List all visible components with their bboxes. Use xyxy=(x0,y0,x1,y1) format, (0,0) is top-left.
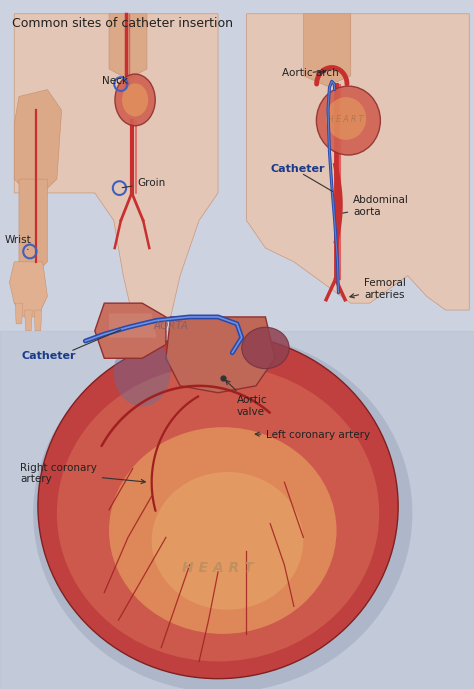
Ellipse shape xyxy=(114,338,171,407)
Ellipse shape xyxy=(38,334,398,679)
Text: Abdominal
aorta: Abdominal aorta xyxy=(343,196,409,217)
Text: Femoral
arteries: Femoral arteries xyxy=(350,278,406,300)
Polygon shape xyxy=(25,310,32,331)
Ellipse shape xyxy=(57,365,379,661)
Text: Left coronary artery: Left coronary artery xyxy=(255,429,371,440)
Polygon shape xyxy=(246,14,469,310)
Text: Common sites of catheter insertion: Common sites of catheter insertion xyxy=(12,17,233,30)
Polygon shape xyxy=(95,303,166,358)
Polygon shape xyxy=(15,303,23,324)
Text: Wrist: Wrist xyxy=(5,234,31,249)
Ellipse shape xyxy=(109,427,337,634)
Text: AORTA: AORTA xyxy=(153,321,188,331)
Text: Aortic
valve: Aortic valve xyxy=(226,380,268,417)
Polygon shape xyxy=(303,14,351,86)
Polygon shape xyxy=(109,14,147,79)
Ellipse shape xyxy=(316,86,380,155)
Text: Aortic arch: Aortic arch xyxy=(282,68,339,78)
Polygon shape xyxy=(14,90,62,193)
Text: Neck: Neck xyxy=(102,76,128,86)
Ellipse shape xyxy=(122,83,148,116)
Polygon shape xyxy=(9,262,47,317)
Text: H E A R T: H E A R T xyxy=(328,115,364,125)
Ellipse shape xyxy=(242,327,289,369)
Ellipse shape xyxy=(33,334,412,689)
Text: Right coronary
artery: Right coronary artery xyxy=(20,463,146,484)
Polygon shape xyxy=(14,14,218,331)
Ellipse shape xyxy=(326,97,366,140)
Polygon shape xyxy=(19,179,47,276)
Text: Groin: Groin xyxy=(122,178,166,188)
Ellipse shape xyxy=(152,472,303,610)
Ellipse shape xyxy=(115,74,155,126)
Text: Catheter: Catheter xyxy=(270,164,325,174)
Polygon shape xyxy=(34,310,42,331)
Text: H E A R T: H E A R T xyxy=(182,562,254,575)
Polygon shape xyxy=(166,317,275,393)
Text: Catheter: Catheter xyxy=(21,351,76,361)
Polygon shape xyxy=(109,313,156,338)
